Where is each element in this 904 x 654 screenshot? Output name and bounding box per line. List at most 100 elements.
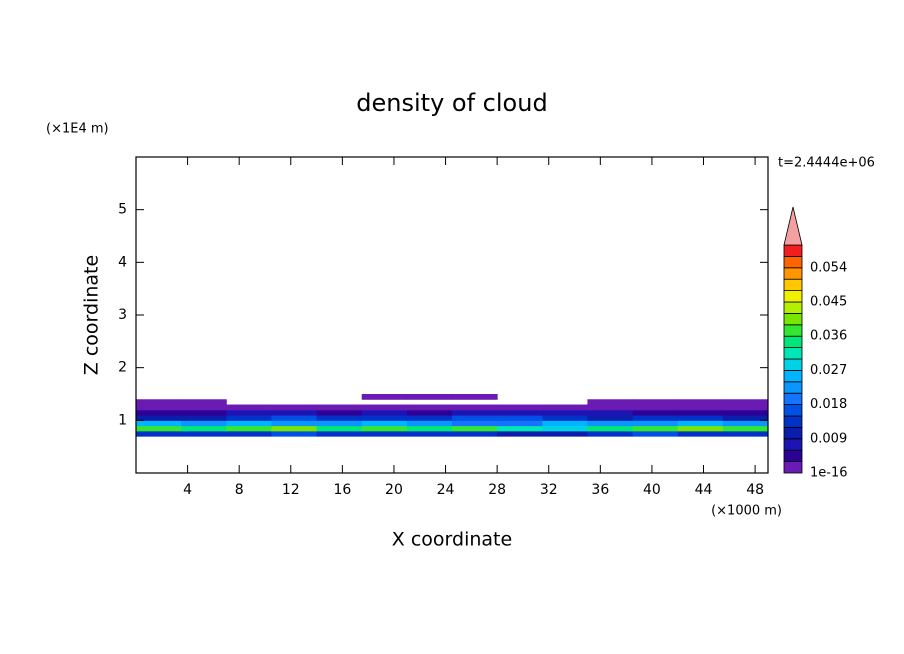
- field-cell: [316, 430, 363, 437]
- field-cell: [452, 425, 498, 432]
- field-cell: [361, 425, 408, 432]
- field-cell: [361, 415, 408, 421]
- x-unit: (×1000 m): [711, 504, 782, 519]
- y-tick-label: 3: [118, 307, 127, 323]
- field-cell: [722, 399, 769, 406]
- colorbar-box: [783, 244, 803, 257]
- colorbar-box: [783, 404, 803, 417]
- colorbar-tick-label: 0.036: [810, 329, 847, 344]
- field-cell: [542, 404, 588, 411]
- field-cell: [361, 409, 408, 416]
- field-cell: [452, 409, 498, 416]
- field-cell: [136, 404, 182, 411]
- colorbar-box: [783, 426, 803, 440]
- field-cell: [316, 415, 363, 421]
- field-cell: [632, 430, 679, 437]
- field-cell: [587, 425, 634, 432]
- x-tick-label: 32: [540, 482, 558, 498]
- x-tick-label: 40: [643, 482, 661, 498]
- field-cell: [226, 430, 272, 437]
- field-cell: [181, 425, 227, 432]
- field-cell: [722, 415, 769, 421]
- field-cell: [497, 415, 543, 421]
- chart-title: density of cloud: [356, 89, 547, 117]
- field-cell: [271, 404, 318, 411]
- field-cell: [587, 404, 634, 411]
- field-cell: [406, 420, 453, 427]
- y-unit: (×1E4 m): [46, 122, 109, 137]
- field-cell: [226, 415, 272, 421]
- field-cell: [677, 399, 724, 406]
- y-axis-label: Z coordinate: [81, 255, 103, 375]
- colorbar-tick-label: 0.018: [810, 397, 847, 412]
- colorbar-box: [783, 267, 803, 280]
- field-cell: [136, 420, 182, 427]
- colorbar-box: [783, 290, 803, 303]
- x-tick-label: 48: [746, 482, 764, 498]
- colorbar-tick-label: 0.027: [810, 363, 847, 378]
- field-cell: [181, 415, 227, 421]
- field-cell: [722, 404, 769, 411]
- colorbar-box: [783, 324, 803, 337]
- field-cell: [181, 404, 227, 411]
- field-cell: [452, 420, 498, 427]
- field-cell: [136, 430, 182, 437]
- field-cell: [406, 415, 453, 421]
- field-cell: [632, 420, 679, 427]
- x-tick-label: 28: [488, 482, 506, 498]
- field-cell: [542, 420, 588, 427]
- field-cell: [632, 415, 679, 421]
- colorbar-box: [783, 255, 803, 269]
- y-tick-label: 4: [118, 254, 127, 270]
- field-cell: [677, 409, 724, 416]
- colorbar-box: [783, 358, 803, 371]
- x-tick-label: 20: [385, 482, 403, 498]
- x-tick-label: 16: [333, 482, 351, 498]
- time-label: t=2.4444e+06: [778, 156, 875, 171]
- field-cell: [587, 420, 634, 427]
- field-cell: [406, 425, 453, 432]
- x-axis-label: X coordinate: [392, 529, 512, 551]
- field-cell: [587, 430, 634, 437]
- x-tick-label: 24: [437, 482, 455, 498]
- field-cell: [497, 404, 543, 411]
- field-cell: [542, 409, 588, 416]
- colorbar-box: [783, 335, 803, 349]
- field-cell: [542, 415, 588, 421]
- colorbar-extend: [783, 206, 803, 246]
- field-cell: [497, 420, 543, 427]
- field-cell: [361, 404, 408, 411]
- y-tick-label: 5: [118, 202, 127, 218]
- y-tick-label: 1: [118, 412, 127, 428]
- field-cell: [181, 430, 227, 437]
- field-cell: [677, 404, 724, 411]
- field-cell: [452, 404, 498, 411]
- field-cell: [136, 399, 182, 406]
- x-tick-label: 36: [591, 482, 609, 498]
- colorbar-box: [783, 347, 803, 360]
- field-cell: [542, 425, 588, 432]
- field-cell: [406, 394, 453, 400]
- field-cell: [677, 430, 724, 437]
- colorbar-box: [783, 278, 803, 292]
- field-cell: [452, 415, 498, 421]
- y-tick-label: 2: [118, 360, 127, 376]
- colorbar-box: [783, 415, 803, 428]
- field-cell: [406, 430, 453, 437]
- field-cell: [136, 425, 182, 432]
- colorbar-box: [783, 438, 803, 451]
- colorbar-tick-label: 0.045: [810, 295, 847, 310]
- field-cell: [271, 409, 318, 416]
- colorbar-box: [783, 369, 803, 383]
- field-cell: [226, 425, 272, 432]
- field-cell: [181, 399, 227, 406]
- field-cell: [497, 409, 543, 416]
- field-cell: [722, 425, 769, 432]
- field-cell: [361, 430, 408, 437]
- colorbar-tick-label: 0.054: [810, 260, 847, 275]
- field-cell: [181, 409, 227, 416]
- field-cell: [226, 420, 272, 427]
- field-cell: [587, 409, 634, 416]
- field-cell: [316, 404, 363, 411]
- colorbar-box: [783, 381, 803, 394]
